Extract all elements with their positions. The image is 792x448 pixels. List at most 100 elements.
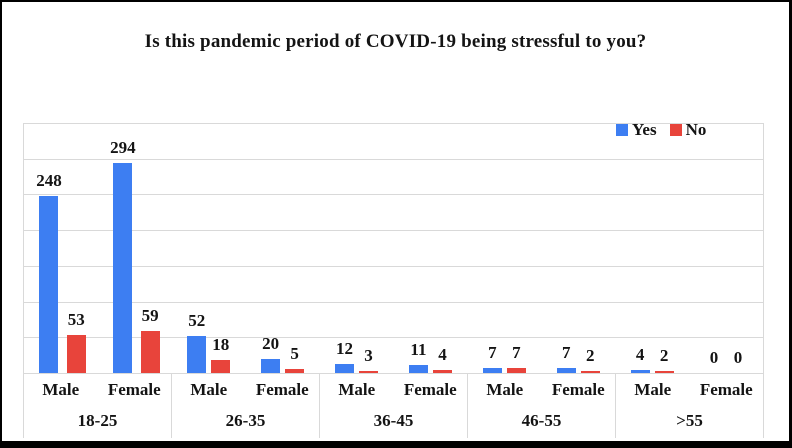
bar-column: 2 — [580, 347, 600, 373]
bar-column: 7 — [556, 343, 576, 373]
bar-value-label: 18 — [212, 335, 230, 354]
gender-label: Male — [338, 380, 376, 399]
bar-column: 20 — [261, 334, 281, 373]
bar-column: 4 — [432, 345, 452, 373]
gender-label: Female — [551, 380, 605, 399]
axis-group-46-55: Male Female 46-55 — [467, 373, 615, 438]
age-group-label: 46-55 — [521, 411, 562, 430]
bar-value-label: 294 — [110, 138, 136, 157]
bar-value-label: 4 — [438, 345, 447, 364]
bar-pair-18-25-male: 248 53 — [24, 123, 98, 373]
bar-value-label: 52 — [188, 311, 206, 330]
bar-value-label: 5 — [290, 344, 299, 363]
bar-value-label: 2 — [659, 346, 669, 365]
bar-value-label: 7 — [561, 343, 571, 362]
bar-value-label: 11 — [410, 340, 427, 359]
bar-no — [506, 368, 526, 373]
bar-column: 2 — [654, 346, 674, 373]
legend-swatch-yes-icon — [616, 124, 628, 136]
bar-column: 11 — [408, 340, 428, 373]
bar-pair-18-25-female: 294 59 — [98, 123, 172, 373]
bar-pair-36-45-male: 12 3 — [320, 123, 394, 373]
bar-yes — [113, 163, 133, 373]
bar-column: 294 — [110, 139, 136, 373]
bar-yes — [482, 368, 502, 373]
axis-group->55: Male Female >55 — [615, 373, 763, 438]
legend-label-yes: Yes — [632, 120, 657, 139]
axis-group-18-25: Male Female 18-25 — [24, 373, 171, 438]
bar-column: 0 — [705, 349, 724, 373]
bar-column: 4 — [630, 345, 650, 373]
bar-column: 18 — [211, 335, 231, 373]
bar-no — [654, 371, 674, 373]
legend: Yes No — [616, 120, 706, 140]
gridline — [24, 158, 763, 160]
gender-row: Male Female — [24, 373, 171, 403]
bar-yes — [408, 365, 428, 373]
bar-value-label: 53 — [67, 310, 85, 329]
x-axis-area: Male Female 18-25 Male Female 26-35 Male Female… — [23, 373, 764, 438]
bar-pair-36-45-female: 11 4 — [394, 123, 468, 373]
bar-column: 7 — [482, 343, 502, 373]
gender-label: Female — [107, 380, 161, 399]
gridline — [24, 301, 763, 303]
bar-value-label: 20 — [262, 334, 280, 353]
age-group-label: 26-35 — [225, 411, 266, 430]
bar-value-label: 0 — [733, 348, 743, 367]
bar-column: 53 — [66, 310, 86, 373]
gridline — [24, 230, 763, 232]
bar-column: 248 — [36, 172, 62, 373]
bar-column: 3 — [359, 346, 379, 373]
gender-label: Male — [486, 380, 524, 399]
legend-item-yes: Yes — [616, 120, 657, 140]
bar-no — [140, 331, 160, 373]
bar-column: 59 — [140, 307, 160, 373]
bar-column: 7 — [506, 343, 526, 373]
bar-no — [359, 371, 379, 373]
gender-label: Male — [634, 380, 672, 399]
gender-label: Male — [190, 380, 228, 399]
gender-row: Male Female — [616, 373, 763, 403]
bar-value-label: 0 — [709, 348, 719, 367]
bar-column: 52 — [187, 311, 207, 373]
age-group-label: 18-25 — [77, 411, 118, 430]
legend-swatch-no-icon — [669, 124, 682, 136]
gender-row: Male Female — [320, 373, 467, 403]
gender-label: Female — [255, 380, 309, 399]
bar-pair-26-35-female: 20 5 — [246, 123, 320, 373]
bar-column: 0 — [729, 349, 748, 373]
gridline — [24, 194, 763, 196]
bar-value-label: 3 — [364, 346, 373, 365]
bar-yes — [261, 359, 281, 373]
x-axis-line — [24, 373, 763, 374]
bar-value-label: 7 — [488, 343, 497, 362]
bar-pair-26-35-male: 52 18 — [172, 123, 246, 373]
bar-no — [580, 371, 600, 373]
bar-value-label: 7 — [512, 343, 521, 362]
bar-value-label: 248 — [36, 171, 62, 190]
axis-group-36-45: Male Female 36-45 — [319, 373, 467, 438]
bar-yes — [630, 370, 650, 373]
bar-value-label: 12 — [336, 339, 354, 358]
gender-row: Male Female — [172, 373, 319, 403]
bar-yes — [39, 196, 59, 373]
legend-item-no: No — [669, 120, 707, 140]
plot-area: 248 53 294 59 52 18 20 5 12 3 11 4 7 7 7 2 4 2 0 0 — [23, 123, 764, 374]
gridline — [24, 337, 763, 339]
gender-label: Female — [699, 380, 753, 399]
chart-title: Is this pandemic period of COVID-19 bein… — [144, 31, 647, 52]
bar-value-label: 4 — [635, 345, 645, 364]
bar-yes — [556, 368, 576, 373]
gender-label: Female — [403, 380, 457, 399]
age-group-label: 36-45 — [373, 411, 414, 430]
gender-label: Male — [42, 380, 80, 399]
legend-label-no: No — [685, 120, 707, 139]
bar-yes — [335, 364, 355, 373]
bar-no — [66, 335, 86, 373]
bar-column: 12 — [335, 339, 355, 373]
bar-no — [285, 369, 305, 373]
